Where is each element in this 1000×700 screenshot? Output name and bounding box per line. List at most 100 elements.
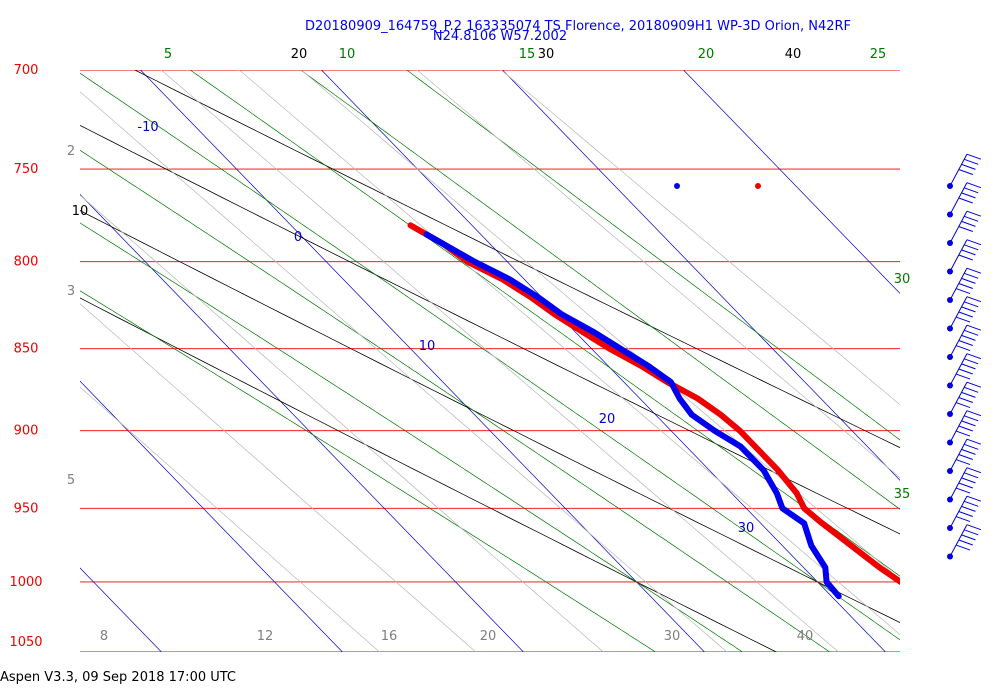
footer-text: Aspen V3.3, 09 Sep 2018 17:00 UTC xyxy=(0,670,237,685)
wind-barb-staff xyxy=(949,267,968,301)
wind-barb-feather xyxy=(958,482,973,489)
mixing-ratio-line xyxy=(238,70,900,636)
dry-adiabat-line xyxy=(80,210,900,624)
chart-title: D20180909_164759_P.2 163335074 TS Floren… xyxy=(305,19,851,34)
dry-adiabat-label: 30 xyxy=(538,47,555,62)
wind-barb-feather xyxy=(958,511,973,517)
temperature-profile xyxy=(407,222,900,586)
wind-barb-feather xyxy=(961,477,976,484)
mixing-ratio-label: 8 xyxy=(100,629,108,644)
dry-adiabat-label: 20 xyxy=(291,47,308,62)
isotherm-line xyxy=(321,70,886,652)
mixing-ratio-line xyxy=(80,91,728,652)
wind-barb-feather xyxy=(958,539,973,546)
wind-barb-feather xyxy=(961,505,976,512)
isotherm-label: 10 xyxy=(419,339,436,354)
wind-barb-feather xyxy=(966,153,982,160)
moist-adiabat-label: 30 xyxy=(894,272,911,287)
wind-barb-feather xyxy=(958,311,973,318)
dry-adiabat-line xyxy=(80,297,778,652)
wind-barb-feather xyxy=(964,301,979,308)
isotherm-line xyxy=(140,70,705,652)
pressure-label: 900 xyxy=(14,424,39,439)
isotherm-label: 30 xyxy=(738,521,755,536)
wind-barb-feather xyxy=(958,397,973,403)
wind-barb-feather xyxy=(966,210,982,217)
isotherm-line xyxy=(502,70,900,481)
wind-barb-feather xyxy=(958,226,973,232)
mixing-ratio-line xyxy=(416,70,900,479)
wind-barb-feather xyxy=(955,487,971,494)
mixing-ratio-label: 40 xyxy=(797,629,814,644)
mixing-ratio-label: 20 xyxy=(480,629,497,644)
wind-barb-feather xyxy=(961,220,976,227)
moist-adiabat-line xyxy=(80,290,657,652)
wind-barb-feather xyxy=(964,500,979,507)
wind-barb-feather xyxy=(966,467,982,474)
wind-barb-feather xyxy=(961,534,976,541)
axis-labels: 700 750 800 850 900 950 1000 1050 -10 0 10 20 30 10 20… xyxy=(9,47,910,650)
wind-barb-feather xyxy=(958,454,973,460)
mixing-ratio-line xyxy=(160,70,840,652)
mixing-ratio-line xyxy=(500,70,900,406)
chart-subtitle: N24.8106 W57.2002 xyxy=(433,29,567,44)
pressure-label: 750 xyxy=(14,162,39,177)
wind-barb-feather xyxy=(958,425,973,432)
mixing-ratio-line xyxy=(80,194,604,652)
mixing-ratio-line xyxy=(80,303,477,652)
isotherm-line xyxy=(80,380,343,652)
dewpoint-profile xyxy=(423,231,842,600)
wind-barb-feather xyxy=(961,391,976,398)
dry-adiabat-line xyxy=(80,124,900,535)
moist-adiabat-label: 20 xyxy=(698,47,715,62)
wind-barb-feather xyxy=(961,420,976,427)
wind-barb-feather xyxy=(955,516,971,523)
wind-barb-feather xyxy=(966,495,982,502)
isotherm-line xyxy=(683,70,900,294)
mixing-ratio-label: 12 xyxy=(257,629,274,644)
wind-barb-feather xyxy=(961,363,976,370)
wind-barb-feather xyxy=(966,182,982,189)
mixing-ratio-label: 2 xyxy=(67,144,75,159)
isotherm-label: 20 xyxy=(599,412,616,427)
wind-barb-staff xyxy=(949,381,968,415)
mixing-ratio-label: 16 xyxy=(381,629,398,644)
temperature-point xyxy=(755,183,761,189)
mixing-ratio-label: 30 xyxy=(664,629,681,644)
pressure-label: 1050 xyxy=(9,635,42,650)
isotherm-label: -10 xyxy=(137,120,158,135)
wind-barb-feather xyxy=(961,249,976,256)
wind-barb-feather xyxy=(961,192,976,199)
dry-adiabat-label: 40 xyxy=(785,47,802,62)
dewpoint-point xyxy=(674,183,680,189)
pressure-label: 700 xyxy=(14,63,39,78)
pressure-label: 1000 xyxy=(9,575,42,590)
pressure-label: 800 xyxy=(14,255,39,270)
moist-adiabat-line xyxy=(80,222,744,652)
moist-adiabat-line xyxy=(406,70,900,441)
wind-barb-staff xyxy=(949,324,968,358)
pressure-label: 950 xyxy=(14,501,39,516)
wind-barb-feather xyxy=(964,443,979,450)
isotherm-line xyxy=(80,567,162,652)
wind-barb-staff xyxy=(949,182,968,215)
wind-barb-feather xyxy=(955,402,971,409)
wind-barb-feather xyxy=(958,340,973,346)
wind-barb-staff xyxy=(949,410,968,443)
plot-area xyxy=(80,70,900,652)
wind-barb-feather xyxy=(955,459,971,466)
wind-barb-feather xyxy=(964,215,979,222)
moist-adiabat-label: 15 xyxy=(519,47,536,62)
wind-barb-staff xyxy=(949,524,968,557)
wind-barb-feather xyxy=(964,244,979,251)
wind-barb-feather xyxy=(966,410,982,417)
wind-barb-staff xyxy=(949,467,968,500)
wind-barb-feather xyxy=(955,373,971,380)
wind-barb-feather xyxy=(966,296,982,303)
mixing-ratio-line xyxy=(80,386,381,652)
wind-barb-feather xyxy=(966,267,982,274)
wind-barb-feather xyxy=(964,472,979,479)
wind-barbs xyxy=(947,153,982,560)
pressure-label: 850 xyxy=(14,342,39,357)
wind-barb-feather xyxy=(961,306,976,313)
